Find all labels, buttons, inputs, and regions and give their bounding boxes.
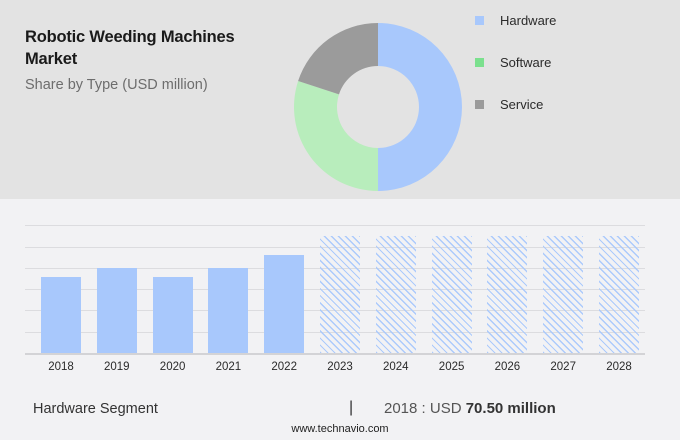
footer-separator: | <box>349 399 354 416</box>
x-tick-label: 2018 <box>48 361 74 373</box>
x-axis-line <box>25 353 645 355</box>
chart-title: Robotic Weeding Machines Market <box>25 28 235 68</box>
chart-subtitle: Share by Type (USD million) <box>25 77 208 93</box>
donut-slice-hardware <box>378 23 462 191</box>
legend-item-service: Service <box>474 94 674 114</box>
bar-2021 <box>208 267 249 353</box>
x-tick-label: 2021 <box>215 361 242 373</box>
bar-2022 <box>264 255 305 353</box>
segment-value: 2018 : USD 70.50 million <box>384 400 556 417</box>
legend-label: Software <box>500 54 552 70</box>
donut-slice-service <box>298 23 378 95</box>
bar-2025 <box>431 236 472 353</box>
legend-swatch-icon <box>475 15 484 25</box>
segment-amount: 70.50 million <box>465 400 556 417</box>
legend-label: Service <box>500 96 544 112</box>
x-tick-label: 2022 <box>271 361 297 373</box>
legend-item-software: Software <box>474 52 674 72</box>
bar-2027 <box>543 236 584 353</box>
bar-chart: 2018 2019 2020 2021 2022 2023 2024 2025 2026 2027… <box>0 199 680 389</box>
x-tick-label: 2025 <box>438 361 465 373</box>
legend-swatch-icon <box>475 57 484 67</box>
bar-2024 <box>375 236 416 353</box>
x-tick-label: 2020 <box>159 361 186 373</box>
legend-item-hardware: Hardware <box>474 10 674 30</box>
bar-2018 <box>41 277 81 353</box>
bar-2028 <box>599 236 639 353</box>
x-tick-label: 2026 <box>494 361 521 373</box>
donut-slice-software <box>294 81 378 191</box>
source-link[interactable]: www.technavio.com <box>291 423 389 435</box>
x-tick-label: 2019 <box>104 361 130 373</box>
legend-label: Hardware <box>500 12 557 28</box>
x-tick-label: 2027 <box>550 361 576 373</box>
bar-2020 <box>152 276 193 353</box>
x-tick-label: 2028 <box>606 361 632 373</box>
bar-2026 <box>487 236 528 353</box>
segment-year: 2018 : USD <box>384 400 466 417</box>
bar-2023 <box>320 236 360 353</box>
bar-2019 <box>96 267 137 353</box>
x-tick-label: 2024 <box>383 361 409 373</box>
donut-chart <box>294 23 462 191</box>
legend-swatch-icon <box>475 99 484 109</box>
x-tick-label: 2023 <box>327 361 353 373</box>
segment-label: Hardware Segment <box>33 401 158 417</box>
gridline <box>25 225 645 227</box>
